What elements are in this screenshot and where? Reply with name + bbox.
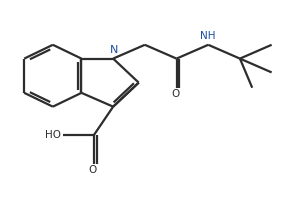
Text: O: O xyxy=(171,89,179,99)
Text: N: N xyxy=(110,45,118,55)
Text: NH: NH xyxy=(200,31,215,41)
Text: O: O xyxy=(88,165,96,176)
Text: HO: HO xyxy=(45,130,61,140)
